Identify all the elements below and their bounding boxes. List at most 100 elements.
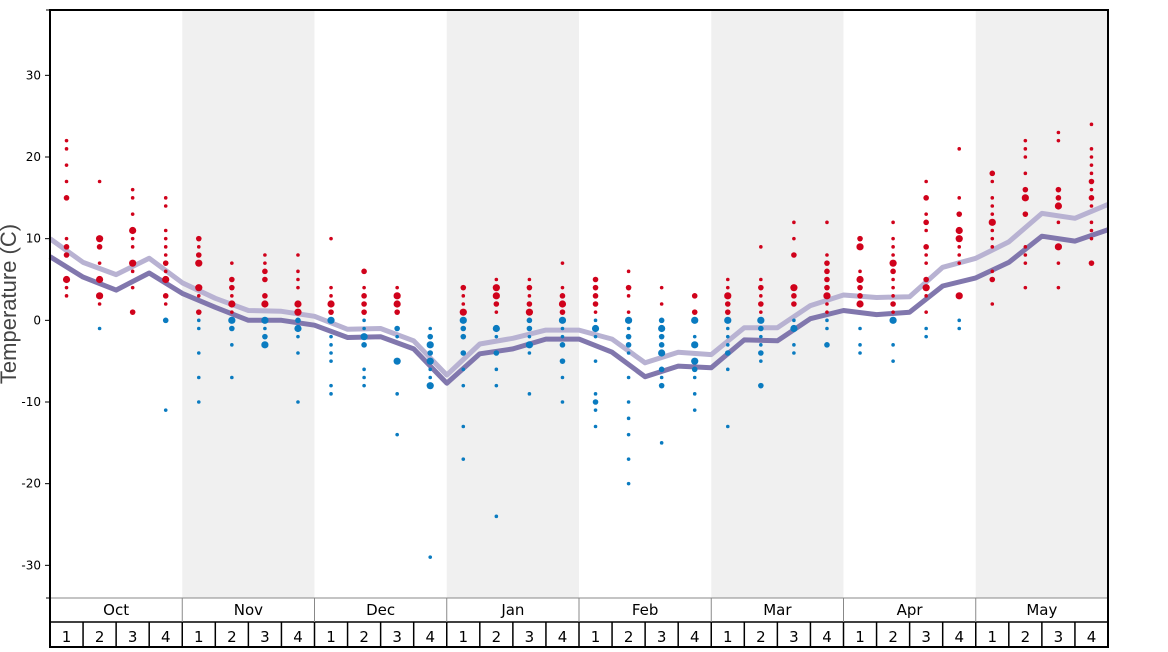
low-point [196,400,201,404]
low-point [658,366,665,373]
high-point [560,261,565,265]
high-point [1055,186,1062,193]
high-point [825,310,829,314]
month-label: Oct [103,601,129,619]
low-point [294,324,302,333]
high-point [262,276,268,283]
high-point [130,187,135,192]
high-point [461,294,466,298]
week-label: 2 [95,628,105,646]
low-point [593,408,598,412]
high-point [790,284,798,292]
low-point [560,334,565,339]
high-point [97,302,102,306]
high-point [163,253,168,257]
week-label: 3 [392,628,402,646]
high-point [955,226,963,235]
high-point [362,285,366,290]
high-point [294,308,302,316]
high-point [1089,220,1094,225]
month-label: Mar [763,601,792,619]
high-point [759,277,763,282]
high-point [691,309,698,315]
high-point [459,308,467,316]
high-point [263,261,267,265]
week-label: 4 [690,628,700,646]
high-point [162,275,170,284]
low-point [658,317,665,324]
low-point [725,424,730,429]
high-point [1089,122,1094,127]
week-label: 1 [194,628,204,646]
high-point [527,294,532,298]
low-point [329,383,333,388]
high-point [923,219,929,226]
high-point [130,236,135,241]
week-label: 1 [591,628,601,646]
low-point [196,326,201,331]
high-point [758,284,764,291]
week-label: 4 [954,628,964,646]
low-point [460,325,467,332]
high-point [955,235,963,243]
high-point [1089,228,1094,233]
high-point [1056,220,1061,225]
high-point [1023,285,1028,290]
shade-jan [446,10,579,598]
high-point [856,275,864,284]
high-point [163,245,168,249]
month-label: Nov [234,601,263,619]
low-point [426,357,434,365]
high-point [196,294,201,298]
high-point [924,294,928,298]
low-point [229,325,235,332]
high-point [856,300,864,308]
high-point [329,285,333,290]
week-label: 4 [293,628,303,646]
high-point [163,302,168,306]
low-point [295,317,301,324]
low-point [329,343,333,347]
low-point [957,326,962,331]
high-point [626,269,631,274]
high-point [924,261,928,265]
high-point [195,309,202,315]
high-point [791,301,797,307]
high-point [924,228,928,233]
low-point [196,375,201,380]
high-point [990,228,995,233]
low-point [891,359,895,363]
low-point [559,342,566,348]
high-point [296,285,300,290]
low-point [329,392,333,396]
low-point [395,334,399,339]
high-point [460,284,467,291]
high-point [923,244,929,250]
high-point [494,310,499,314]
low-point [957,318,962,323]
low-point [362,383,366,388]
high-point [393,300,401,308]
high-point [1054,243,1063,251]
low-point [230,343,234,347]
high-point [990,196,995,200]
low-point [593,318,598,323]
low-point [757,316,765,324]
low-point [228,316,236,324]
high-point [989,276,996,283]
high-point [724,309,731,315]
high-point [130,212,135,216]
low-point [759,343,763,347]
week-label: 3 [128,628,138,646]
low-point [724,316,732,324]
week-label: 2 [888,628,898,646]
high-point [923,276,929,283]
high-point [230,261,234,265]
low-point [296,351,300,355]
low-point [393,357,401,365]
high-point [957,253,962,257]
low-point [428,375,433,380]
high-point [625,284,632,291]
high-point [63,252,70,258]
